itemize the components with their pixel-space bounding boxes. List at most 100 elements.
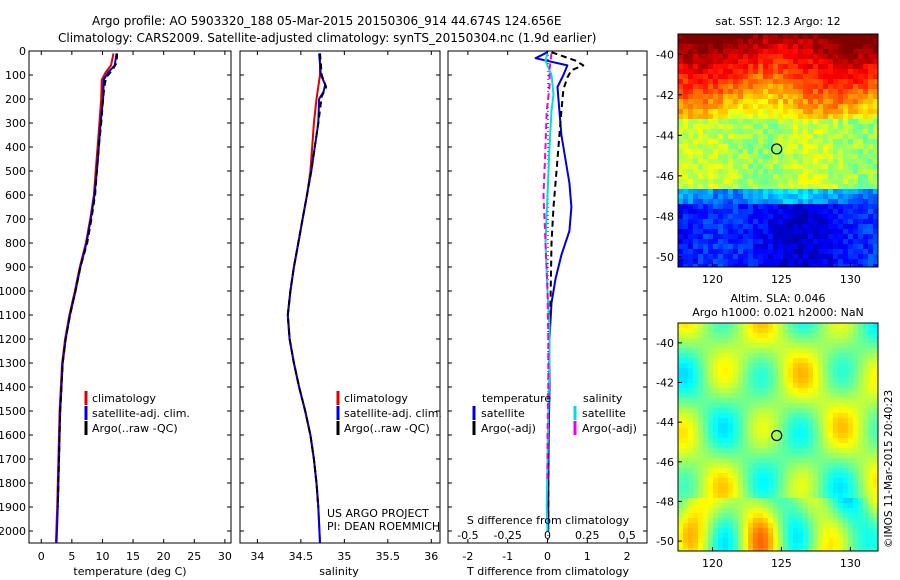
heatmap-cell [778, 134, 784, 140]
heatmap-cell [773, 498, 779, 504]
heatmap-cell [803, 204, 809, 210]
heatmap-cell [693, 408, 699, 414]
heatmap-cell [868, 503, 874, 509]
heatmap-cell [703, 109, 709, 115]
heatmap-cell [678, 363, 684, 369]
heatmap-cell [748, 458, 754, 464]
heatmap-cell [678, 453, 684, 459]
heatmap-cell [698, 358, 704, 364]
heatmap-cell [693, 259, 699, 265]
heatmap-cell [818, 74, 824, 80]
heatmap-cell [768, 109, 774, 115]
heatmap-cell [873, 144, 878, 150]
legend-header-salinity: salinity [583, 392, 623, 405]
heatmap-cell [718, 348, 724, 354]
heatmap-cell [778, 528, 784, 534]
heatmap-cell [808, 343, 814, 349]
heatmap-cell [783, 408, 789, 414]
heatmap-cell [828, 44, 834, 50]
heatmap-cell [703, 458, 709, 464]
heatmap-cell [728, 483, 734, 489]
heatmap-cell [688, 398, 694, 404]
heatmap-cell [803, 408, 809, 414]
heatmap-cell [868, 249, 874, 255]
heatmap-cell [838, 39, 844, 45]
heatmap-cell [693, 328, 699, 334]
heatmap-cell [788, 49, 794, 55]
heatmap-cell [838, 478, 844, 484]
heatmap-cell [698, 179, 704, 185]
heatmap-cell [823, 353, 829, 359]
heatmap-cell [778, 383, 784, 389]
heatmap-cell [813, 114, 819, 120]
heatmap-cell [728, 503, 734, 509]
heatmap-cell [678, 448, 684, 454]
heatmap-cell [723, 493, 729, 499]
heatmap-cell [713, 493, 719, 499]
heatmap-cell [763, 264, 769, 267]
heatmap-cell [858, 543, 864, 549]
heatmap-cell [853, 483, 859, 489]
heatmap-cell [753, 388, 759, 394]
heatmap-cell [863, 59, 869, 65]
heatmap-cell [808, 99, 814, 105]
heatmap-cell [718, 473, 724, 479]
heatmap-cell [688, 204, 694, 210]
heatmap-cell [853, 443, 859, 449]
heatmap-cell [768, 368, 774, 374]
heatmap-cell [848, 99, 854, 105]
heatmap-cell [713, 328, 719, 334]
heatmap-cell [863, 44, 869, 50]
heatmap-cell [718, 413, 724, 419]
heatmap-cell [738, 323, 744, 329]
heatmap-cell [863, 358, 869, 364]
heatmap-cell [768, 184, 774, 190]
heatmap-cell [848, 448, 854, 454]
heatmap-cell [763, 448, 769, 454]
heatmap-cell [763, 468, 769, 474]
heatmap-cell [818, 373, 824, 379]
heatmap-cell [738, 169, 744, 175]
heatmap-cell [718, 74, 724, 80]
heatmap-cell [678, 373, 684, 379]
heatmap-cell [783, 154, 789, 160]
heatmap-cell [783, 239, 789, 245]
heatmap-cell [733, 548, 739, 551]
heatmap-cell [758, 159, 764, 165]
heatmap-cell [798, 343, 804, 349]
heatmap-cell [843, 159, 849, 165]
heatmap-cell [843, 473, 849, 479]
heatmap-cell [698, 49, 704, 55]
heatmap-cell [703, 453, 709, 459]
heatmap-cell [713, 503, 719, 509]
heatmap-cell [703, 129, 709, 135]
heatmap-cell [723, 428, 729, 434]
heatmap-cell [778, 239, 784, 245]
heatmap-cell [763, 239, 769, 245]
heatmap-cell [828, 373, 834, 379]
heatmap-cell [843, 149, 849, 155]
heatmap-cell [748, 214, 754, 220]
heatmap-cell [833, 453, 839, 459]
heatmap-cell [873, 528, 878, 534]
heatmap-cell [838, 348, 844, 354]
heatmap-cell [713, 388, 719, 394]
heatmap-cell [763, 433, 769, 439]
heatmap-cell [798, 428, 804, 434]
heatmap-cell [753, 99, 759, 105]
heatmap-cell [793, 239, 799, 245]
heatmap-cell [853, 99, 859, 105]
heatmap-cell [708, 403, 714, 409]
heatmap-cell [788, 154, 794, 160]
heatmap-cell [828, 353, 834, 359]
heatmap-cell [853, 353, 859, 359]
heatmap-cell [763, 343, 769, 349]
heatmap-cell [848, 443, 854, 449]
heatmap-cell [698, 463, 704, 469]
heatmap-cell [728, 468, 734, 474]
heatmap-cell [818, 463, 824, 469]
heatmap-cell [733, 478, 739, 484]
heatmap-cell [868, 528, 874, 534]
heatmap-cell [798, 54, 804, 60]
heatmap-cell [823, 443, 829, 449]
